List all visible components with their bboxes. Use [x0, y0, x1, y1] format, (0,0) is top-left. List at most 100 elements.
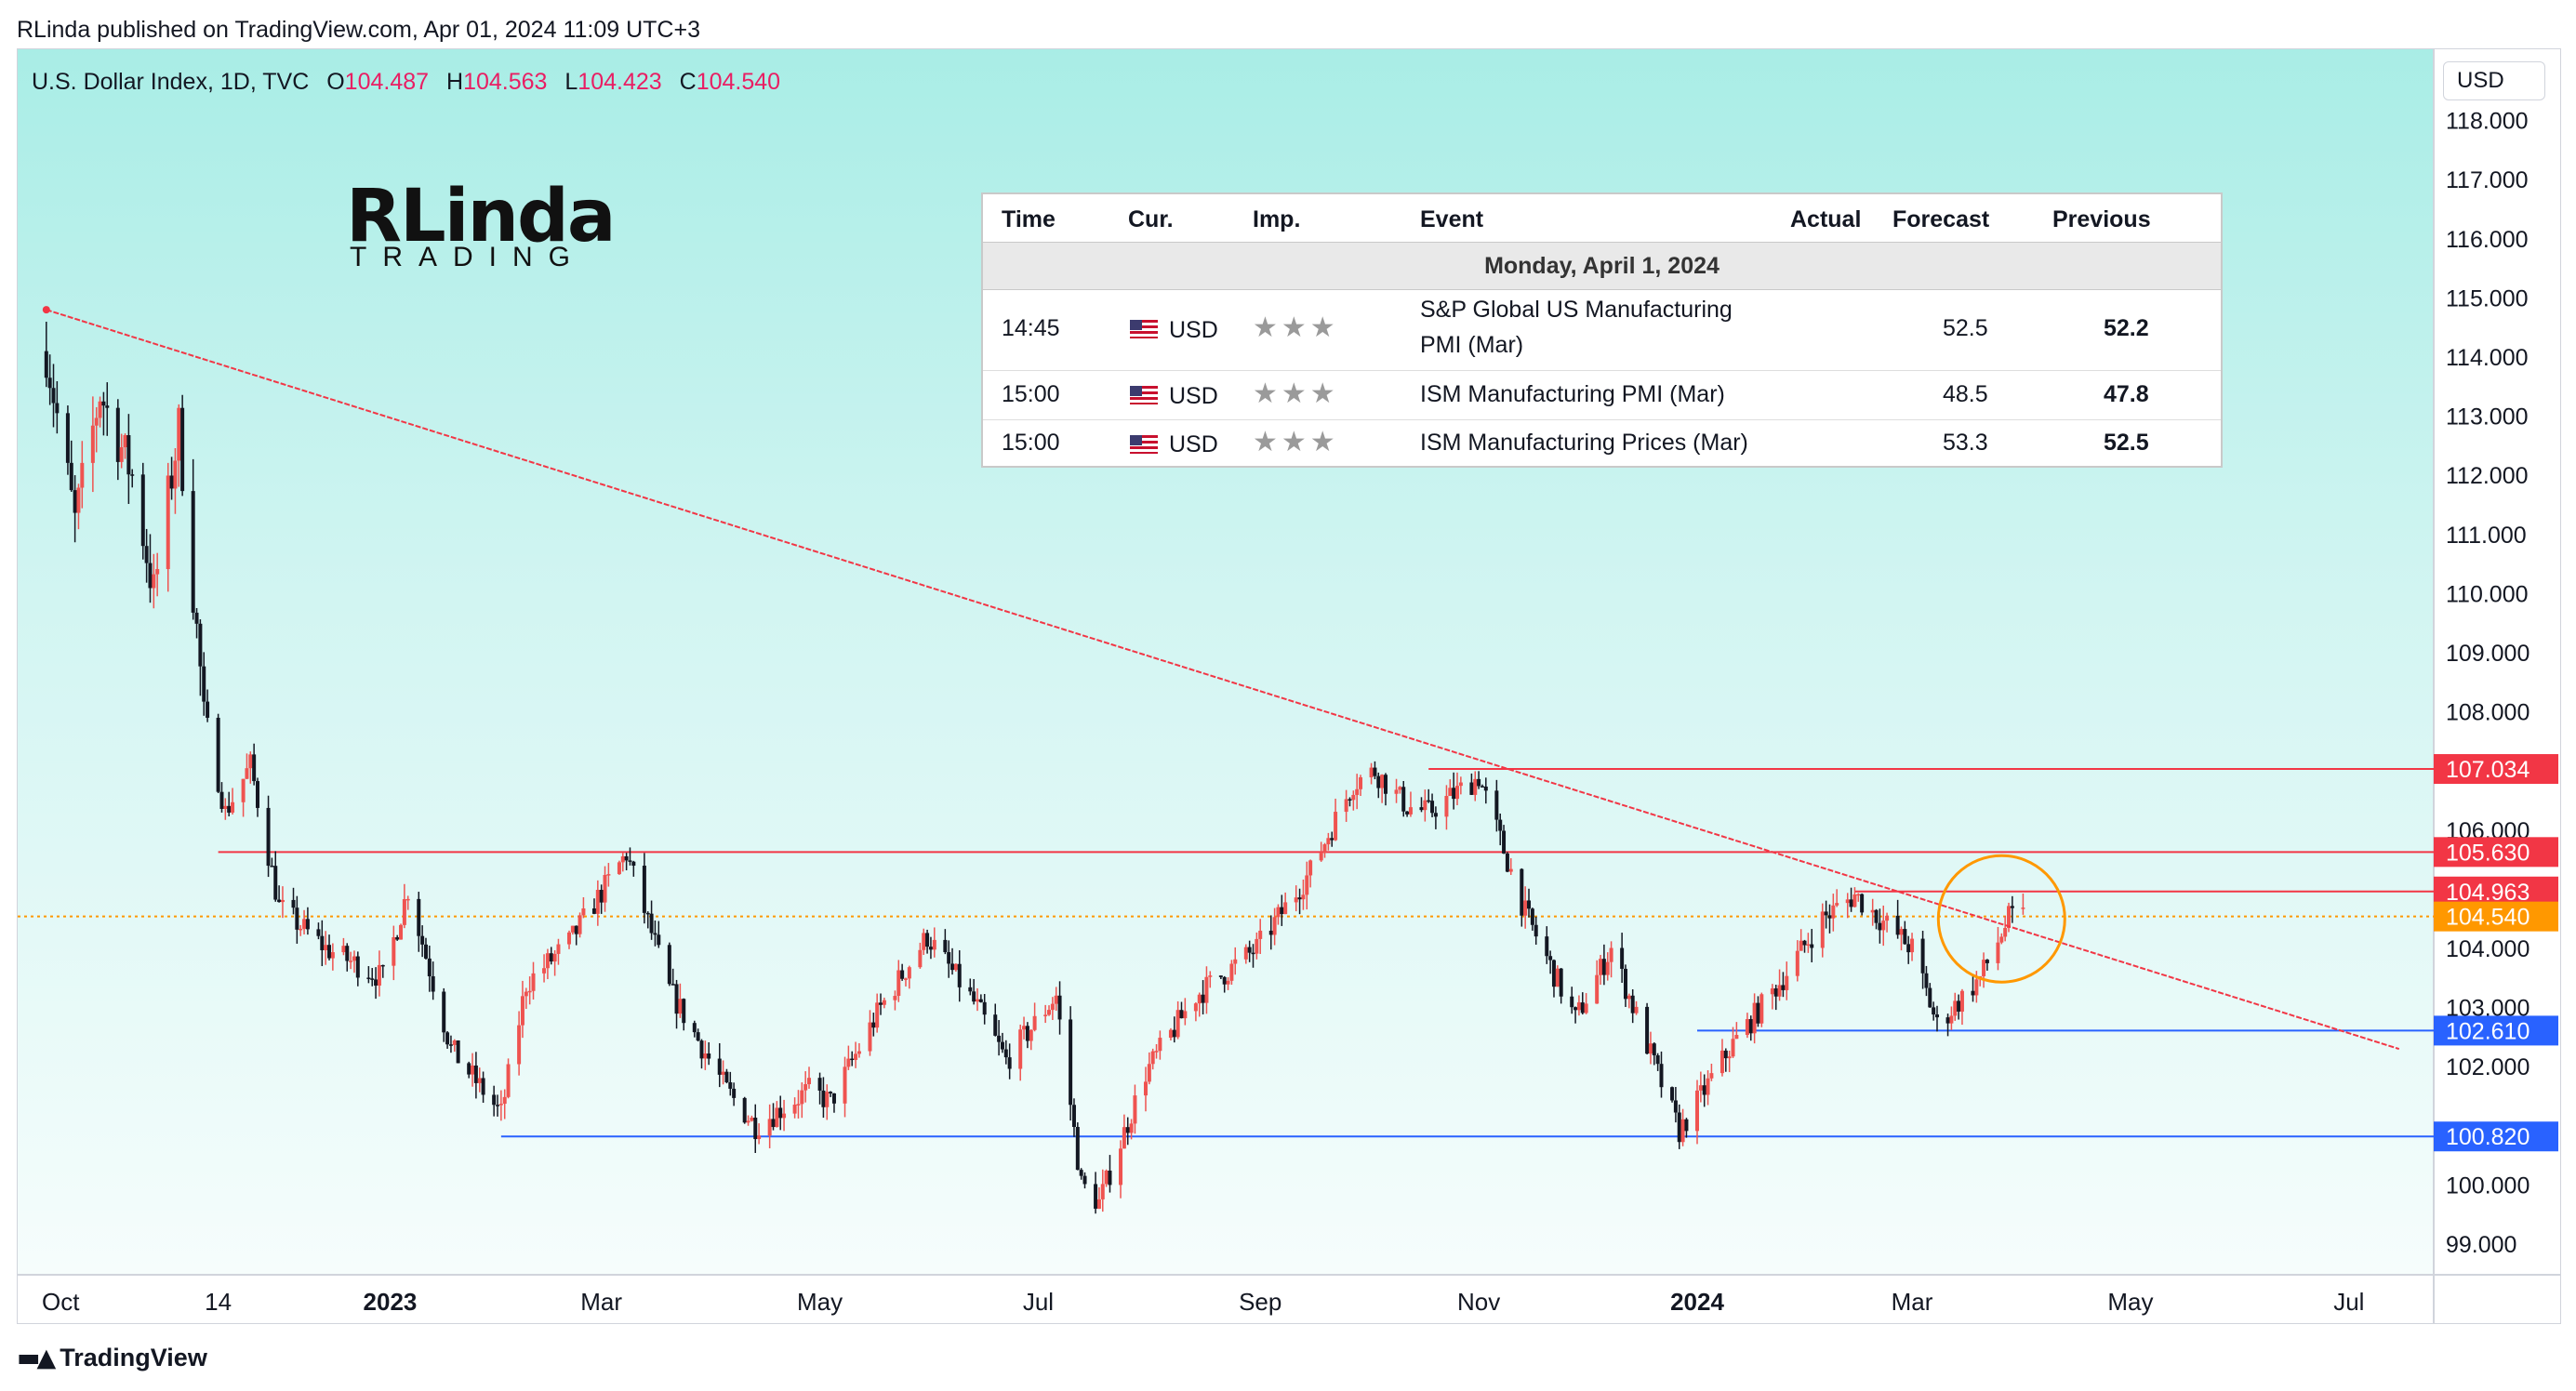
time-tick-label: 2024	[1670, 1288, 1724, 1316]
candle-body	[2010, 906, 2014, 908]
candle-body	[467, 1063, 471, 1075]
candle-body	[1376, 775, 1381, 788]
tradingview-logo[interactable]: ▬▲ TradingView	[17, 1344, 207, 1372]
candle-body	[1430, 801, 1435, 814]
candle-body	[552, 953, 557, 962]
candle-body	[591, 907, 596, 914]
candle-body	[445, 1032, 450, 1045]
candle-body	[1394, 789, 1399, 794]
event-time: 14:45	[1002, 315, 1060, 341]
candle-body	[972, 991, 976, 1002]
candle-body	[191, 491, 195, 613]
candle-body	[1229, 963, 1234, 981]
price-tick-label: 99.000	[2446, 1232, 2516, 1258]
currency-button[interactable]: USD	[2443, 61, 2545, 100]
candle-body	[943, 939, 948, 953]
candle-body	[1319, 853, 1323, 861]
candle-body	[1502, 830, 1507, 854]
importance-stars-icon: ★★★	[1253, 378, 1339, 409]
symbol-name: U.S. Dollar Index, 1D, TVC	[32, 69, 310, 95]
candle-body	[1953, 1000, 1958, 1016]
candle-body	[578, 915, 582, 934]
candle-body	[950, 963, 955, 971]
candle-body	[115, 407, 120, 462]
candle-body	[1071, 1105, 1076, 1127]
candle-body	[492, 1094, 497, 1106]
candle-body	[148, 563, 153, 589]
candle-body	[624, 855, 629, 861]
candle-body	[900, 970, 905, 979]
candle-body	[603, 874, 607, 903]
candle-body	[1698, 1085, 1703, 1091]
candle-body	[173, 460, 178, 489]
candle-body	[1752, 1002, 1757, 1034]
candle-body	[1334, 812, 1338, 841]
candle-body	[1903, 929, 1907, 945]
candle-body	[126, 435, 131, 475]
candle-body	[882, 1000, 886, 1005]
candle-body	[1530, 908, 1534, 925]
candle-body	[1226, 980, 1230, 985]
candle-body	[405, 898, 410, 901]
last-price-label: 104.540	[2446, 905, 2530, 931]
candle-body	[1799, 940, 1803, 951]
candle-body	[177, 407, 181, 461]
candle-body	[1448, 788, 1453, 797]
event-previous: 47.8	[2104, 381, 2149, 407]
candle-body	[1398, 787, 1402, 790]
support-price-label-bg	[2434, 1121, 2558, 1152]
us-flag-icon	[1130, 386, 1158, 404]
candle-body	[248, 754, 253, 769]
candle-body	[753, 1118, 758, 1140]
highlight-circle[interactable]	[1936, 854, 2066, 984]
candle-body	[925, 933, 930, 947]
candle-body	[803, 1084, 808, 1091]
col-time-header: Time	[1002, 206, 1056, 232]
candle-body	[721, 1071, 725, 1075]
candle-body	[1881, 921, 1886, 931]
candle-body	[1806, 944, 1811, 947]
candle-body	[850, 1058, 855, 1061]
candle-body	[645, 912, 650, 915]
candle-body	[932, 939, 936, 950]
candle-body	[330, 952, 335, 959]
descending-trendline[interactable]	[46, 309, 2400, 1051]
symbol-legend: U.S. Dollar Index, 1D, TVC O104.487 H104…	[32, 69, 780, 96]
candle-body	[595, 890, 600, 914]
candle-body	[517, 1025, 522, 1065]
candle-body	[498, 1104, 503, 1106]
candle-body	[807, 1078, 812, 1085]
candle-body	[2021, 907, 2025, 909]
candle-body	[1129, 1123, 1134, 1133]
candle-body	[1545, 936, 1549, 957]
candle-body	[299, 928, 303, 931]
candle-body	[266, 807, 271, 867]
candle-body	[1906, 944, 1911, 953]
candle-body	[2003, 928, 2008, 937]
candle-body	[341, 946, 346, 953]
candle-body	[1601, 959, 1606, 975]
candle-body	[1576, 1002, 1581, 1011]
close-value: 104.540	[696, 69, 781, 95]
candle-body	[1770, 987, 1774, 995]
event-name: ISM Manufacturing PMI (Mar)	[1420, 381, 1725, 407]
candle-body	[370, 978, 375, 980]
calendar-row: 15:00 USD ★★★ ISM Manufacturing Prices (…	[983, 420, 2221, 466]
calendar-header-row: Time Cur. Imp. Event Actual Forecast Pre…	[983, 194, 2221, 241]
candle-body	[871, 1022, 876, 1028]
candle-body	[1204, 976, 1209, 1003]
candle-body	[1599, 959, 1603, 975]
candle-body	[1849, 899, 1853, 907]
time-tick-label: Oct	[42, 1288, 80, 1316]
candle-body	[1580, 1002, 1585, 1013]
candle-body	[928, 947, 933, 950]
candle-body	[922, 933, 926, 950]
importance-stars-icon: ★★★	[1253, 312, 1339, 343]
candle-body	[316, 929, 321, 936]
candle-body	[152, 574, 156, 589]
candle-body	[1154, 1051, 1159, 1053]
candle-body	[775, 1107, 779, 1128]
candle-body	[1957, 1000, 1961, 1012]
candle-body	[1380, 775, 1385, 788]
